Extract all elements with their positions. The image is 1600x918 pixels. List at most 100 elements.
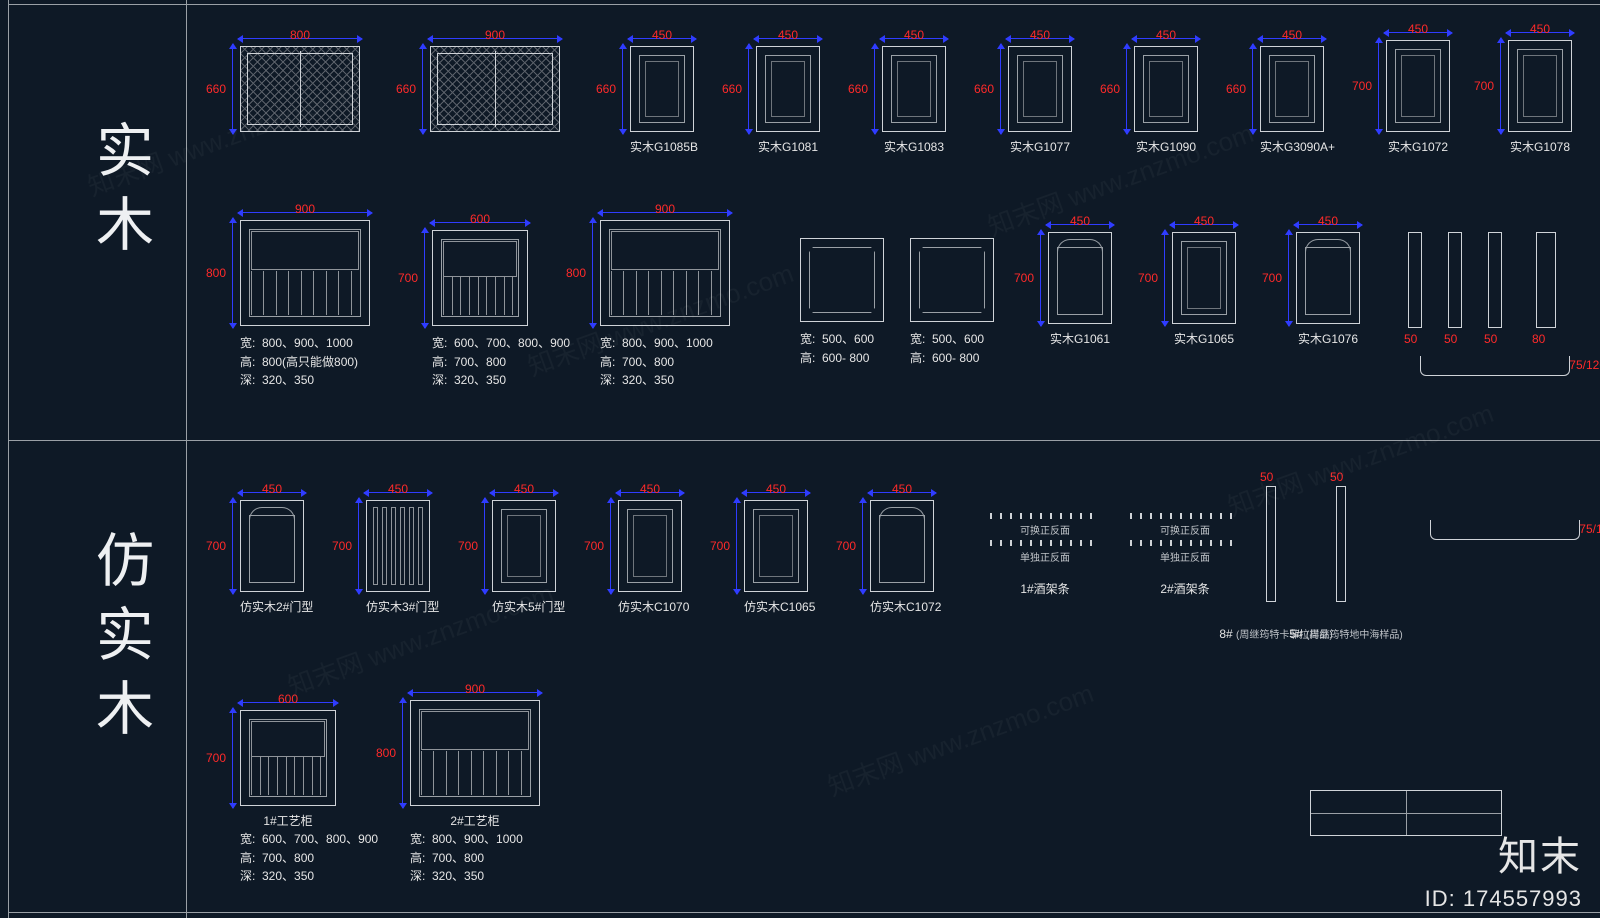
dim-width: 600: [240, 692, 336, 706]
dim-width: 50: [1260, 470, 1273, 484]
dim-width: 50: [1484, 332, 1497, 346]
bracket-profile: 75/120: [1420, 356, 1570, 376]
dim-width: 450: [1508, 22, 1572, 36]
dim-height: 700: [836, 500, 856, 592]
item-label: 仿实木C1072: [870, 598, 934, 615]
dim-height: 75/120: [1569, 358, 1600, 372]
dim-width: 450: [240, 482, 304, 496]
dim-height: 700: [1474, 40, 1494, 132]
dim-width: 450: [1008, 28, 1072, 42]
vertical-strip: 505# (周继筠特地中海样品): [1336, 486, 1346, 602]
item-label: 实木G1083: [882, 138, 946, 155]
drawing-item: 600700宽: 600、700、800、900 高: 700、800 深: 3…: [432, 230, 528, 326]
dim-width: 450: [1172, 214, 1236, 228]
dim-width: 800: [240, 28, 360, 42]
wine-rack-strip: 可换正反面单独正反面1#酒架条: [990, 510, 1100, 574]
pillar: 50: [1488, 232, 1502, 328]
drawing-item: 9008002#工艺柜宽: 800、900、1000 高: 700、800 深:…: [410, 700, 540, 806]
dim-height: 700: [1352, 40, 1372, 132]
pillar: 50: [1408, 232, 1422, 328]
dim-height: 660: [1100, 46, 1120, 132]
item-label: 实木G1085B: [630, 138, 694, 155]
dim-height: 660: [596, 46, 616, 132]
dim-height: 700: [398, 230, 418, 326]
dim-width: 450: [1386, 22, 1450, 36]
drawing-item: 450660实木G1090: [1134, 46, 1198, 132]
dim-height: 660: [974, 46, 994, 132]
drawing-item: 宽: 500、600 高: 600- 800: [910, 238, 994, 322]
drawing-item: 450700仿实木5#门型: [492, 500, 556, 592]
item-label: 实木G1065: [1172, 330, 1236, 347]
dim-height: 660: [722, 46, 742, 132]
item-label: 1#酒架条: [990, 580, 1100, 597]
dim-width: 450: [870, 482, 934, 496]
item-label: 实木G1078: [1508, 138, 1572, 155]
item-label: 仿实木C1070: [618, 598, 682, 615]
dim-width: 50: [1444, 332, 1457, 346]
drawing-item: 450700仿实木C1070: [618, 500, 682, 592]
drawing-item: 450660实木G1077: [1008, 46, 1072, 132]
bracket-profile: 75/120: [1430, 520, 1580, 540]
item-label: 实木G1081: [756, 138, 820, 155]
dim-width: 900: [410, 682, 540, 696]
watermark: 知末网 www.znzmo.com: [822, 673, 1098, 804]
dim-height: 700: [1262, 232, 1282, 324]
drawing-item: 450700实木G1076: [1296, 232, 1360, 324]
title-column-divider: [186, 0, 187, 918]
vertical-strip: 508# (周继筠特卡菲拉样品): [1266, 486, 1276, 602]
dim-height: 700: [584, 500, 604, 592]
frame-bottom: [8, 912, 1600, 913]
item-notes: 宽: 600、700、800、900 高: 700、800 深: 320、350: [432, 334, 570, 390]
item-notes: 宽: 800、900、1000 高: 800(高只能做800) 深: 320、3…: [240, 334, 358, 390]
dim-height: 660: [396, 46, 416, 132]
item-label: 5# (周继筠特地中海样品): [1276, 626, 1416, 641]
rack-box: [1310, 790, 1500, 834]
dim-width: 450: [756, 28, 820, 42]
item-label: 实木G1090: [1134, 138, 1198, 155]
drawing-item: 450660实木G1081: [756, 46, 820, 132]
drawing-item: 450660实木G1083: [882, 46, 946, 132]
dim-width: 900: [240, 202, 370, 216]
dim-width: 450: [1048, 214, 1112, 228]
dim-width: 900: [430, 28, 560, 42]
dim-height: 700: [206, 500, 226, 592]
pillar: 50: [1448, 232, 1462, 328]
section-divider: [8, 440, 1600, 441]
dim-width: 450: [630, 28, 694, 42]
drawing-item: 900660: [430, 46, 560, 132]
drawing-item: 450700实木G1078: [1508, 40, 1572, 132]
item-label: 实木G3090A+: [1260, 138, 1324, 155]
dim-width: 450: [1296, 214, 1360, 228]
item-label: 仿实木C1065: [744, 598, 808, 615]
drawing-item: 宽: 500、600 高: 600- 800: [800, 238, 884, 322]
drawing-item: 800660: [240, 46, 360, 132]
drawing-item: 450700实木G1061: [1048, 232, 1112, 324]
item-notes: 宽: 600、700、800、900 高: 700、800 深: 320、350: [240, 830, 378, 886]
dim-width: 900: [600, 202, 730, 216]
section-title-faux: 仿实木: [24, 530, 164, 752]
drawing-item: 450700仿实木C1072: [870, 500, 934, 592]
item-label: 2#酒架条: [1130, 580, 1240, 597]
dim-width: 450: [744, 482, 808, 496]
item-label: 实木G1077: [1008, 138, 1072, 155]
resource-id: ID: 174557993: [1425, 886, 1582, 912]
dim-height: 700: [710, 500, 730, 592]
frame-left: [8, 0, 9, 918]
dim-width: 450: [1134, 28, 1198, 42]
item-label: 实木G1072: [1386, 138, 1450, 155]
item-label: 2#工艺柜: [410, 812, 540, 829]
drawing-item: 450700仿实木3#门型: [366, 500, 430, 592]
cad-sheet: 实木 仿实木 800660900660450660实木G1085B450660实…: [0, 0, 1600, 918]
item-label: 1#工艺柜: [240, 812, 336, 829]
drawing-item: 450700实木G1065: [1172, 232, 1236, 324]
dim-width: 450: [1260, 28, 1324, 42]
dim-height: 700: [206, 710, 226, 806]
frame-top: [8, 4, 1600, 5]
dim-width: 50: [1330, 470, 1343, 484]
drawing-item: 450700实木G1072: [1386, 40, 1450, 132]
dim-width: 450: [366, 482, 430, 496]
dim-width: 450: [492, 482, 556, 496]
dim-height: 660: [848, 46, 868, 132]
dim-height: 660: [206, 46, 226, 132]
item-notes: 宽: 800、900、1000 高: 700、800 深: 320、350: [410, 830, 523, 886]
